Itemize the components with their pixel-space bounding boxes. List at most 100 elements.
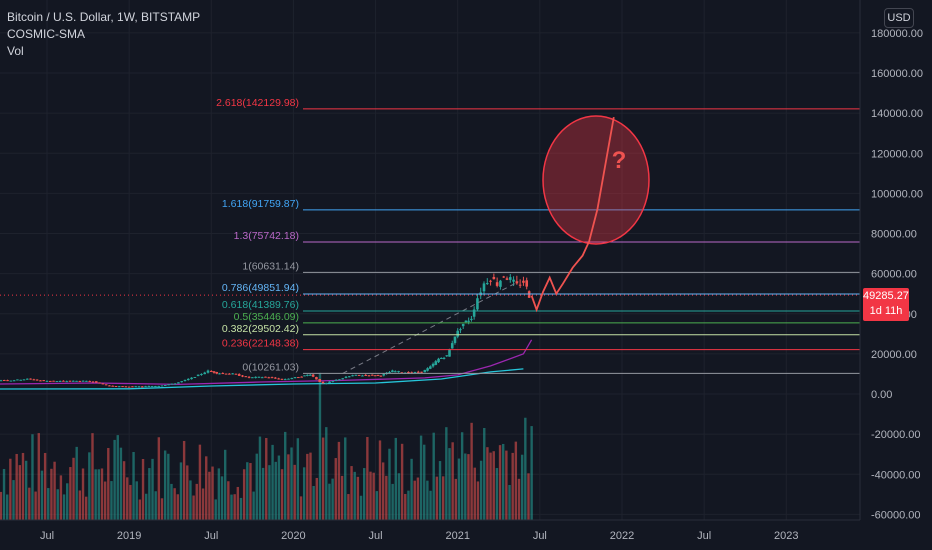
trend-line (342, 281, 519, 374)
volume-bar (299, 496, 303, 520)
volume-bar (214, 499, 217, 520)
volume-bar (255, 453, 258, 520)
candle-body (147, 386, 151, 388)
candle-body (9, 380, 13, 382)
time-tick-label: 2022 (610, 530, 634, 542)
volume-label[interactable]: Vol (7, 44, 24, 58)
candle-body (277, 378, 280, 380)
fib-level-label: 0.382(29502.42) (222, 323, 299, 335)
volume-bar (362, 468, 366, 520)
candle-body (354, 374, 358, 376)
volume-bar (445, 427, 448, 520)
volume-bar (419, 435, 423, 520)
candle-body (88, 381, 92, 383)
volume-bar (154, 491, 157, 520)
indicator-label[interactable]: COSMIC-SMA (7, 27, 85, 41)
volume-bar (167, 453, 170, 520)
candle-body (334, 379, 338, 381)
candle-body (257, 376, 261, 378)
time-tick-label: 2020 (281, 530, 305, 542)
candle-body (78, 381, 82, 383)
candle-body (244, 376, 248, 378)
volume-bar (201, 488, 205, 520)
candle-body (448, 348, 451, 357)
time-tick-label: Jul (697, 530, 711, 542)
candle-body (370, 374, 374, 376)
volume-bar (15, 453, 18, 520)
volume-bar (356, 476, 360, 520)
volume-bar (429, 490, 432, 520)
candle-body (456, 330, 460, 337)
candle-body (114, 385, 118, 387)
volume-bar (78, 490, 82, 520)
candle-body (505, 278, 509, 280)
volume-bar (113, 439, 116, 520)
candle-body (464, 320, 468, 323)
volume-bar (97, 469, 101, 520)
volume-bar (122, 461, 126, 520)
candle-body (157, 385, 161, 387)
volume-bar (116, 435, 119, 520)
candle-body (62, 380, 65, 382)
candle-body (318, 379, 322, 382)
volume-bar (72, 457, 75, 520)
volume-bar (407, 490, 410, 520)
candle-body (461, 323, 465, 327)
candle-body (196, 374, 200, 377)
volume-bar (59, 475, 63, 520)
volume-bar (280, 469, 284, 520)
volume-bar (151, 458, 154, 520)
candle-body (379, 375, 383, 377)
currency-button[interactable]: USD (884, 8, 914, 28)
candle-body (467, 320, 470, 322)
candle-body (212, 371, 216, 373)
volume-bar (75, 446, 78, 520)
price-tick-label: 20000.00 (871, 349, 917, 361)
candle-body (489, 280, 492, 282)
candle-body (65, 381, 69, 383)
candle-body (499, 280, 502, 287)
volume-bar (84, 496, 88, 520)
candle-body (144, 386, 147, 388)
symbol-title[interactable]: Bitcoin / U.S. Dollar, 1W, BITSTAMP (7, 10, 201, 24)
candle-body (485, 283, 489, 285)
volume-bar (21, 452, 25, 520)
volume-bar (306, 453, 309, 520)
candle-body (515, 281, 519, 284)
candle-body (324, 382, 328, 384)
volume-bar (302, 467, 306, 520)
candle-body (338, 379, 341, 381)
candle-body (439, 357, 443, 359)
candle-body (111, 385, 115, 387)
volume-bar (252, 491, 255, 520)
volume-bar (268, 465, 271, 520)
candle-body (206, 370, 210, 373)
volume-bar (88, 452, 91, 520)
volume-bar (318, 372, 322, 520)
volume-bar (198, 444, 202, 520)
volume-bar (404, 493, 407, 520)
volume-bar (479, 460, 483, 520)
volume-bar (141, 458, 145, 520)
candle-body (410, 372, 414, 374)
volume-bar (157, 437, 161, 520)
volume-bar (287, 454, 290, 520)
candle-body (81, 380, 85, 382)
candle-body (25, 378, 29, 380)
volume-bar (100, 468, 104, 520)
candle-body (407, 371, 410, 374)
volume-bar (366, 436, 369, 520)
candle-body (303, 375, 306, 377)
volume-bar (103, 481, 107, 520)
time-tick-label: Jul (204, 530, 218, 542)
fib-level-label: 0.786(49851.94) (222, 282, 299, 294)
volume-bar (331, 478, 334, 520)
volume-bar (236, 486, 240, 520)
candle-body (426, 368, 429, 371)
candle-body (508, 277, 512, 280)
last-price-value: 49285.27 (863, 290, 909, 302)
candle-body (391, 370, 394, 373)
candle-body (137, 386, 141, 388)
volume-bar (328, 483, 331, 520)
